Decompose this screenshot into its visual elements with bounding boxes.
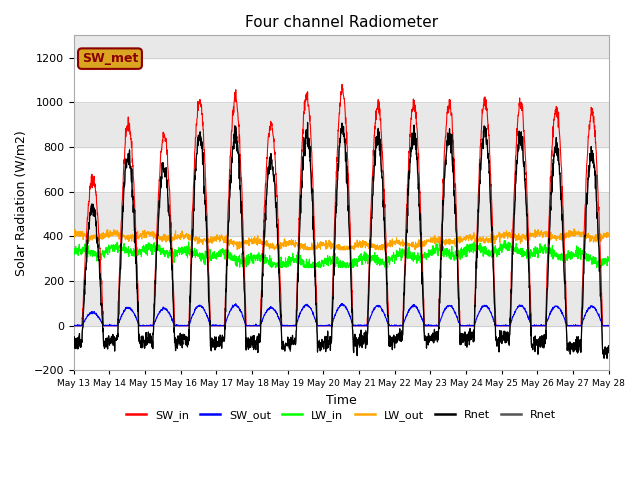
Bar	[74, 326, 609, 371]
Legend: SW_in, SW_out, LW_in, LW_out, Rnet, Rnet: SW_in, SW_out, LW_in, LW_out, Rnet, Rnet	[122, 406, 560, 425]
Title: Four channel Radiometer: Four channel Radiometer	[244, 15, 438, 30]
Bar	[74, 192, 609, 236]
Y-axis label: Solar Radiation (W/m2): Solar Radiation (W/m2)	[15, 130, 28, 276]
Bar	[74, 102, 609, 147]
Bar	[74, 236, 609, 281]
Bar	[74, 281, 609, 326]
Bar	[74, 58, 609, 102]
Bar	[74, 147, 609, 192]
Bar	[74, 13, 609, 58]
X-axis label: Time: Time	[326, 394, 356, 407]
Text: SW_met: SW_met	[82, 52, 138, 65]
